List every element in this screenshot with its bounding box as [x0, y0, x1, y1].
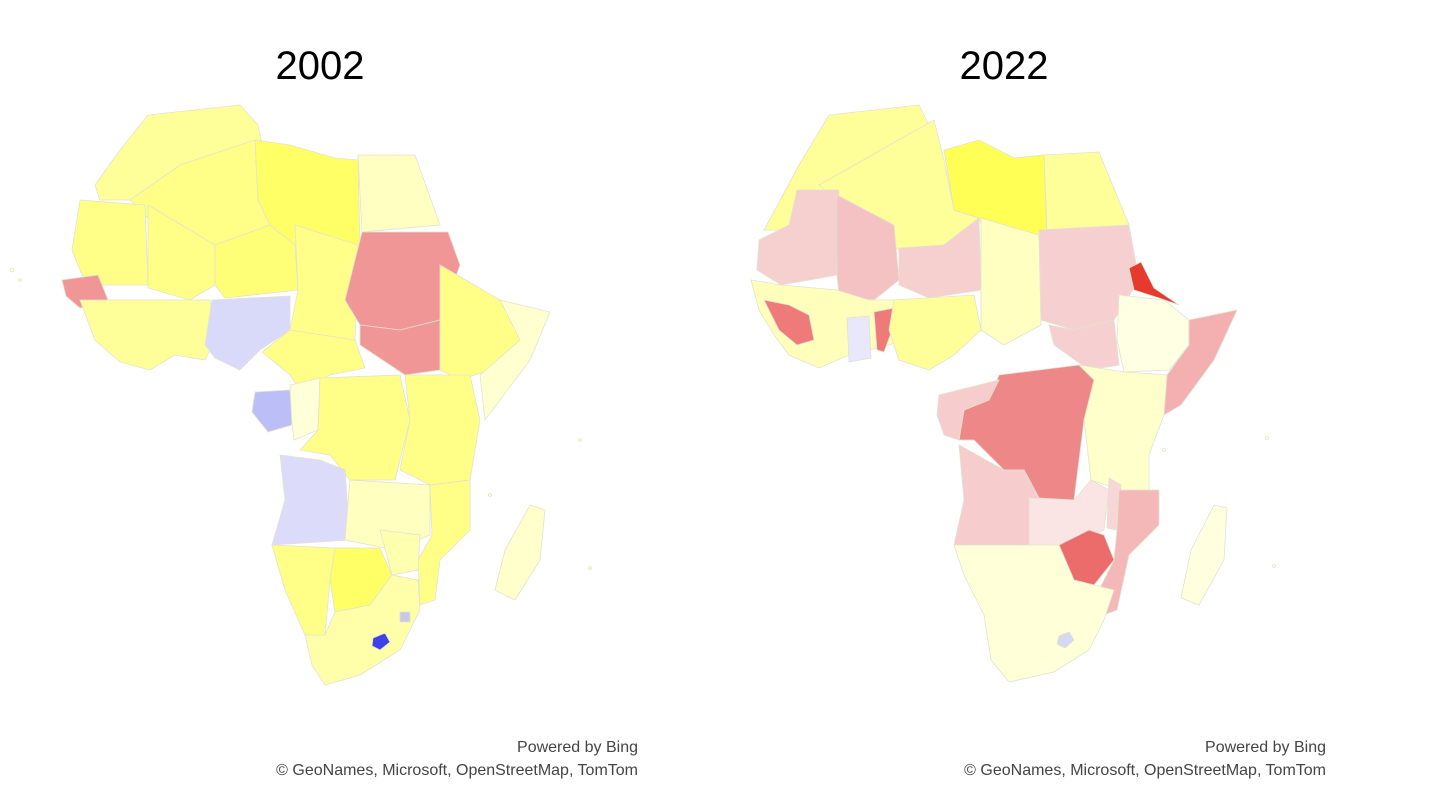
region-eritrea[interactable] — [1128, 261, 1180, 306]
region-congo-gabon[interactable] — [936, 379, 1000, 441]
africa-map-2002[interactable] — [0, 0, 719, 790]
region-congo[interactable] — [289, 377, 321, 441]
region-egypt[interactable] — [357, 154, 441, 233]
island-zanzibar — [1162, 448, 1166, 452]
region-lesotho[interactable] — [371, 632, 391, 651]
region-mauritania[interactable] — [71, 199, 149, 286]
region-mali[interactable] — [147, 204, 216, 301]
region-south-sudan[interactable] — [1048, 319, 1120, 371]
powered-by-bing-text: Powered by Bing — [517, 739, 638, 756]
island-seychelles — [578, 438, 582, 442]
region-guinea[interactable] — [763, 299, 815, 346]
region-nigeria[interactable] — [888, 294, 982, 371]
region-ethiopia[interactable] — [1116, 294, 1190, 373]
region-lesotho[interactable] — [1056, 631, 1075, 649]
region-ghana[interactable] — [846, 315, 872, 363]
region-namibia[interactable] — [271, 544, 336, 636]
map-title-2002: 2002 — [275, 44, 365, 88]
island-cape-verde-2 — [18, 278, 22, 282]
region-angola[interactable] — [271, 454, 351, 546]
region-east-africa[interactable] — [399, 374, 481, 486]
region-nigeria[interactable] — [204, 295, 291, 371]
region-gabon[interactable] — [251, 389, 293, 433]
region-south-africa[interactable] — [304, 574, 421, 686]
region-somalia[interactable] — [1163, 309, 1238, 416]
africa-map-2022[interactable] — [719, 0, 1438, 790]
region-mozambique[interactable] — [1098, 489, 1160, 616]
region-mauritania[interactable] — [756, 189, 840, 286]
region-somalia[interactable] — [479, 299, 551, 422]
region-madagascar[interactable] — [1180, 504, 1228, 606]
island-mauritius — [1272, 564, 1276, 568]
map-attribution-2022: Powered by Bing © GeoNames, Microsoft, O… — [964, 736, 1326, 782]
map-panel-2022: 2022 Powered by Bing — [719, 0, 1438, 790]
region-mozambique[interactable] — [417, 479, 471, 606]
region-madagascar[interactable] — [494, 504, 546, 601]
copyright-text: © GeoNames, Microsoft, OpenStreetMap, To… — [964, 762, 1326, 779]
region-zimbabwe[interactable] — [379, 529, 421, 576]
region-southern[interactable] — [953, 544, 1115, 683]
map-panel-2002: 2002 — [0, 0, 719, 790]
copyright-text: © GeoNames, Microsoft, OpenStreetMap, To… — [276, 762, 638, 779]
region-benin-togo[interactable] — [873, 307, 895, 353]
region-west-coast[interactable] — [79, 299, 216, 371]
map-attribution-2002: Powered by Bing © GeoNames, Microsoft, O… — [276, 736, 638, 782]
region-chad[interactable] — [980, 217, 1042, 346]
region-egypt[interactable] — [1043, 151, 1130, 231]
powered-by-bing-text: Powered by Bing — [1205, 739, 1326, 756]
map-title-2022: 2022 — [959, 44, 1049, 88]
island-cape-verde — [9, 267, 15, 273]
island-seychelles — [1265, 436, 1269, 440]
region-eswatini[interactable] — [399, 611, 411, 623]
island-mauritius — [588, 566, 592, 570]
island-comoros — [488, 493, 492, 497]
